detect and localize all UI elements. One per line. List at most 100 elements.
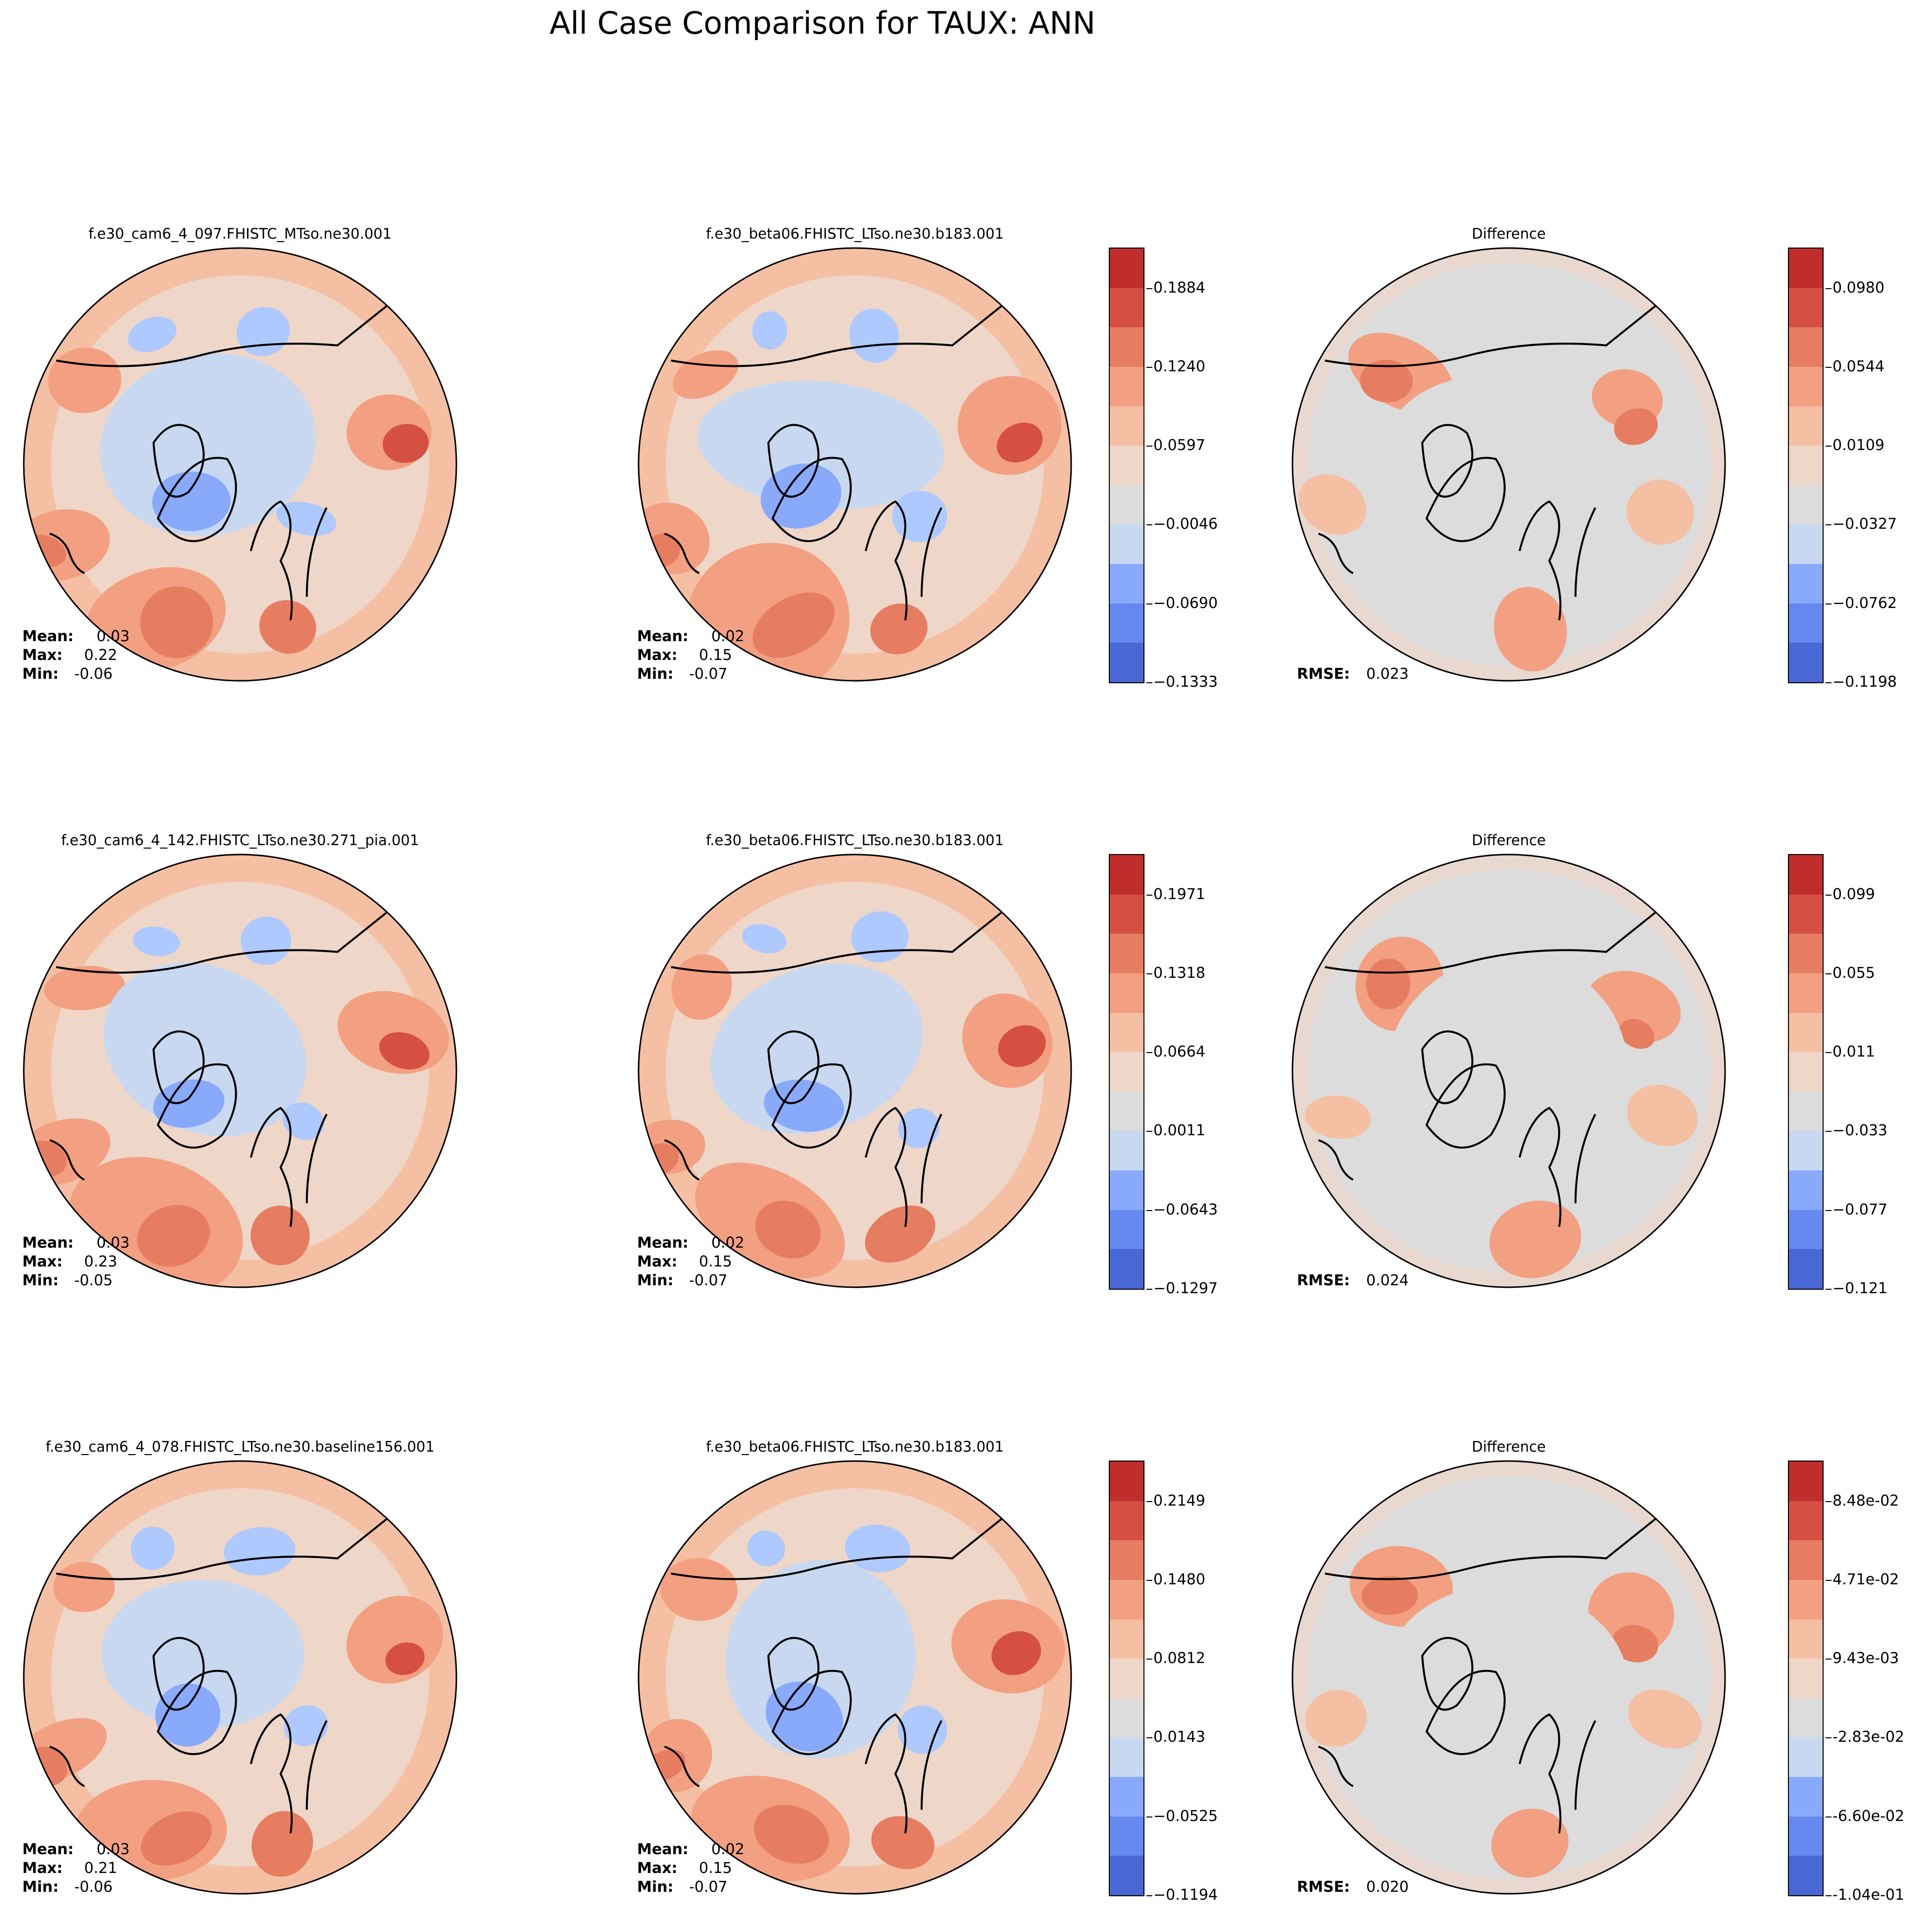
colorbar-segment [1789,603,1823,643]
colorbar-tick-label: 0.0109 [1826,437,1884,455]
coastline [864,500,908,621]
panel-stats: Mean: 0.03 Max: 0.21 Min: -0.06 [22,1840,130,1897]
colorbar-tick-label: 0.1318 [1146,964,1205,982]
panel-title: Difference [1472,225,1546,242]
min-value: -0.05 [74,1272,113,1289]
mean-value: 0.02 [711,1234,744,1252]
coastline [1574,507,1596,597]
colorbar [1788,248,1824,683]
colorbar-tick-value: −0.0525 [1153,1807,1218,1825]
colorbar-tick-label: −0.033 [1826,1122,1887,1140]
polar-map [638,854,1072,1288]
colorbar-segment [1110,1855,1143,1895]
coastline [1318,1139,1354,1181]
coastline [767,424,820,498]
colorbar-segment [1789,1619,1823,1659]
rmse-stat: RMSE: 0.023 [1297,665,1409,684]
colorbar-segment [1789,1776,1823,1817]
colorbar-tick-label: −0.0643 [1146,1201,1218,1219]
colorbar [1788,1461,1824,1896]
colorbar-tick-label: −0.0046 [1146,515,1218,533]
colorbar-segment [1789,288,1823,328]
coastline [864,1713,908,1834]
colorbar-tick-value: -2.83e-02 [1833,1728,1905,1746]
coastline [152,1030,205,1105]
coastline [771,456,852,542]
colorbar-segment [1110,973,1143,1013]
panel-title: f.e30_cam6_4_142.FHISTC_LTso.ne30.271_pi… [61,832,419,849]
colorbar-segment [1789,1170,1823,1210]
coastline [664,1745,700,1787]
colorbar-tick-label: 0.1240 [1146,357,1205,376]
coastline [1425,1063,1506,1149]
panel-title: f.e30_beta06.FHISTC_LTso.ne30.b183.001 [706,225,1004,242]
colorbar-segment [1110,1776,1143,1817]
max-label: Max: [637,1860,678,1877]
min-value: -0.06 [74,1878,113,1896]
rmse-label: RMSE: [1297,1878,1350,1896]
difference-map [1291,247,1726,682]
colorbar-segment [1110,1210,1143,1250]
colorbar-segment [1789,642,1823,682]
colorbar-tick-value: 0.1240 [1153,357,1205,375]
colorbar-tick-label: 0.0812 [1146,1650,1205,1667]
coastline [249,500,293,621]
colorbar-segment [1789,1737,1823,1777]
map-boundary [1291,247,1726,682]
colorbar [1109,1461,1144,1896]
colorbar-tick-label: 0.1480 [1146,1571,1205,1589]
colorbar-tick-value: −0.0690 [1153,594,1218,612]
colorbar-segment [1789,1658,1823,1698]
panel-stats: Mean: 0.02 Max: 0.15 Min: -0.07 [637,627,744,684]
coastline [156,1063,237,1149]
colorbar-segment [1789,524,1823,564]
polar-map [638,1460,1072,1895]
colorbar-tick-label: 0.0664 [1146,1043,1205,1061]
colorbar-tick-value: 0.0544 [1833,357,1884,375]
colorbar-segment [1110,406,1143,446]
max-label: Max: [22,647,63,664]
coastline [767,1030,820,1105]
panel-title: Difference [1472,832,1546,849]
colorbar-tick-value: −0.0046 [1153,515,1218,533]
colorbar-segment [1789,855,1823,895]
figure-title: All Case Comparison for TAUX: ANN [549,5,1095,41]
colorbar-tick-value: 0.0664 [1153,1043,1205,1061]
rmse-value: 0.024 [1366,1272,1409,1289]
coastline [249,1713,293,1834]
max-value: 0.23 [84,1253,117,1270]
panel-stats: Mean: 0.02 Max: 0.15 Min: -0.07 [637,1840,744,1897]
coastline [864,1107,908,1227]
rmse-stat: RMSE: 0.020 [1297,1878,1409,1897]
colorbar-segment [1110,1130,1143,1171]
colorbar-tick-value: −0.0762 [1833,594,1897,612]
colorbar-segment [1789,1012,1823,1053]
colorbar-segment [1789,327,1823,367]
colorbar-tick-label: 0.055 [1826,964,1875,982]
max-value: 0.15 [699,647,732,664]
colorbar-tick-label: −0.0762 [1826,594,1897,612]
colorbar-tick-label: −0.1198 [1826,673,1897,691]
colorbar-segment [1110,485,1143,525]
colorbar-tick-label: −0.121 [1826,1280,1887,1298]
coastline [1574,1113,1596,1204]
mean-label: Mean: [637,1841,689,1858]
colorbar-tick-value: -6.60e-02 [1833,1807,1905,1825]
colorbar-segment [1789,406,1823,446]
min-label: Min: [637,1878,674,1896]
min-label: Min: [22,1878,59,1896]
colorbar-segment [1110,1698,1143,1738]
coastline [671,1514,1007,1580]
colorbar-segment [1110,933,1143,973]
colorbar-tick-value: 0.0597 [1153,437,1205,455]
coastline [771,1669,852,1755]
coastline [249,1107,293,1227]
mean-label: Mean: [22,1234,74,1252]
colorbar-segment [1110,288,1143,328]
coastline [664,1139,700,1181]
colorbar-tick-value: 0.011 [1833,1043,1875,1061]
colorbar-segment [1110,1052,1143,1092]
coastline [152,1637,205,1711]
colorbar-segment [1789,1091,1823,1131]
coastline [1325,1514,1661,1580]
